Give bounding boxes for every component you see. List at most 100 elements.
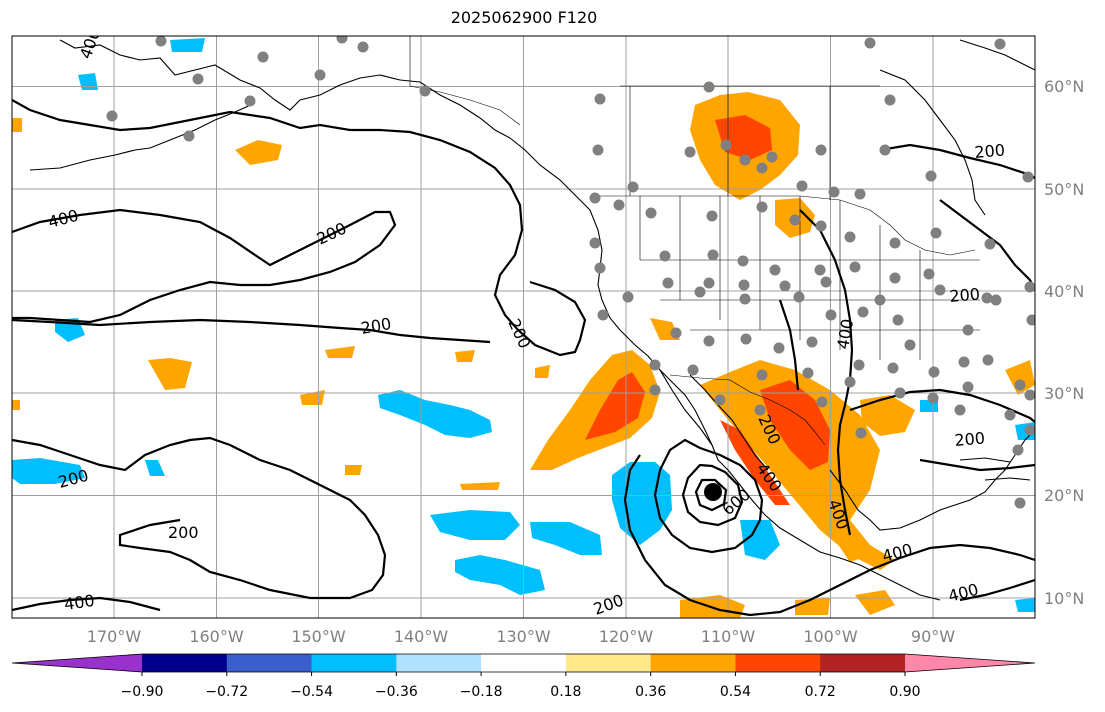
negative-anomaly-region xyxy=(170,38,205,52)
contour-line xyxy=(12,436,387,600)
west-coast xyxy=(509,137,729,471)
contour-label: 200 xyxy=(949,284,981,306)
station-marker xyxy=(714,394,726,406)
station-marker xyxy=(754,404,766,416)
positive-anomaly-region xyxy=(795,598,830,615)
contour-label: 200 xyxy=(974,140,1006,162)
station-marker xyxy=(1014,497,1026,509)
map-frame xyxy=(11,35,1036,619)
contour-line xyxy=(919,458,1035,472)
colorbar-tick-label: 0.36 xyxy=(635,684,666,700)
hudson-bay xyxy=(879,69,986,216)
contour-line xyxy=(623,454,1035,617)
colorbar-tick-label: −0.54 xyxy=(290,684,333,700)
colorbar-tick-label: 0.18 xyxy=(550,684,581,700)
map-panel: 400 400 200 200 200 200 400 600 400 200 … xyxy=(11,35,1036,619)
station-marker xyxy=(594,262,606,274)
station-marker xyxy=(844,376,856,388)
station-marker xyxy=(927,392,939,404)
station-marker xyxy=(894,387,906,399)
positive-anomaly-region xyxy=(148,358,192,390)
station-marker xyxy=(1014,379,1026,391)
station-marker xyxy=(720,139,732,151)
station-marker xyxy=(703,277,715,289)
station-marker xyxy=(954,404,966,416)
station-marker xyxy=(874,294,886,306)
longitude-labels: 170°W 160°W 150°W 140°W 130°W 120°W 110°… xyxy=(87,627,955,646)
station-marker xyxy=(314,69,326,81)
colorbar-tick-label: −0.36 xyxy=(375,684,418,700)
lat-label-30n: 30°N xyxy=(1044,384,1084,403)
station-marker xyxy=(984,238,996,250)
contour-line xyxy=(959,578,1035,602)
station-marker xyxy=(336,36,348,44)
station-marker xyxy=(622,291,634,303)
station-marker xyxy=(687,364,699,376)
station-marker xyxy=(802,367,814,379)
station-marker xyxy=(994,38,1006,50)
colorbar-segment xyxy=(226,654,313,672)
station-marker xyxy=(928,366,940,378)
contours xyxy=(12,99,1035,617)
station-marker xyxy=(857,306,869,318)
station-marker xyxy=(855,427,867,439)
station-marker xyxy=(703,335,715,347)
lon-label-110w: 110°W xyxy=(701,627,756,646)
station-markers xyxy=(106,36,1035,509)
station-marker xyxy=(694,286,706,298)
station-marker xyxy=(357,41,369,53)
negative-anomaly-region xyxy=(145,460,165,476)
mexico-coast xyxy=(727,469,941,601)
contour-line xyxy=(778,299,800,391)
contour-line xyxy=(681,463,744,527)
station-marker xyxy=(982,354,994,366)
colorbar-segment xyxy=(396,654,482,672)
lon-label-90w: 90°W xyxy=(911,627,955,646)
gulf-california xyxy=(689,374,769,471)
station-marker xyxy=(738,279,750,291)
lon-label-150w: 150°W xyxy=(291,627,346,646)
station-marker xyxy=(670,327,682,339)
station-marker xyxy=(769,264,781,276)
station-marker xyxy=(925,170,937,182)
station-marker xyxy=(649,359,661,371)
lon-label-100w: 100°W xyxy=(803,627,858,646)
station-marker xyxy=(1004,409,1016,421)
contour-line xyxy=(12,318,491,344)
positive-anomaly-core xyxy=(720,420,790,505)
aleutian-islands xyxy=(29,102,256,171)
station-marker xyxy=(815,144,827,156)
station-marker xyxy=(1012,444,1024,456)
colorbar-segment xyxy=(820,654,906,672)
station-marker xyxy=(793,291,805,303)
alaska-canada-border xyxy=(409,36,521,126)
lon-label-160w: 160°W xyxy=(189,627,244,646)
contour-label: 200 xyxy=(168,523,199,542)
station-marker xyxy=(613,199,625,211)
colorbar-segment xyxy=(142,654,228,672)
station-marker xyxy=(814,264,826,276)
station-marker xyxy=(806,336,818,348)
station-marker xyxy=(815,220,827,232)
colorbar-segment xyxy=(735,654,821,672)
station-marker xyxy=(649,384,661,396)
colorbar-tick-label: 0.72 xyxy=(805,684,836,700)
contour-line xyxy=(12,208,397,324)
station-marker xyxy=(1026,314,1035,326)
us-mexico-border xyxy=(669,374,826,446)
station-marker xyxy=(892,314,904,326)
station-marker xyxy=(1024,389,1035,401)
lat-label-10n: 10°N xyxy=(1044,589,1084,608)
negative-anomaly-region xyxy=(1015,598,1035,612)
station-marker xyxy=(592,144,604,156)
colorbar-tick-label: 0.90 xyxy=(889,684,920,700)
station-marker xyxy=(589,237,601,249)
lat-label-50n: 50°N xyxy=(1044,180,1084,199)
station-marker xyxy=(1024,424,1035,436)
station-marker xyxy=(923,268,935,280)
station-marker xyxy=(244,95,256,107)
anomaly-fills xyxy=(12,38,1035,618)
station-marker xyxy=(816,396,828,408)
negative-anomaly-region xyxy=(378,390,492,438)
positive-anomaly-region xyxy=(455,350,475,362)
